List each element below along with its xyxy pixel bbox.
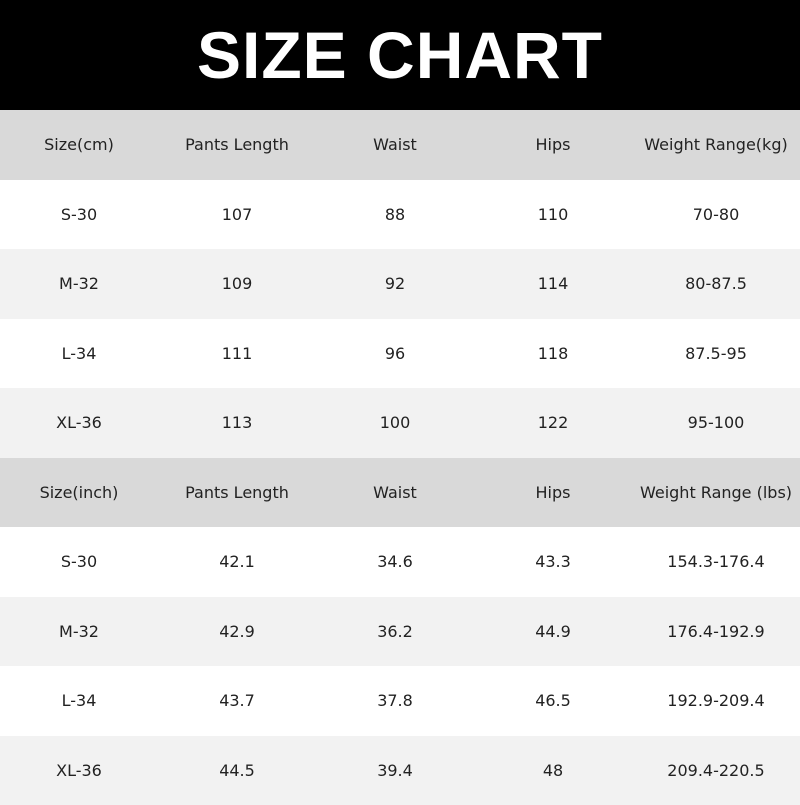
table-cell: S-30	[0, 205, 158, 224]
table-cell: 34.6	[316, 552, 474, 571]
table-cell: 44.5	[158, 761, 316, 780]
table-cell: 118	[474, 344, 632, 363]
table-cell: 42.1	[158, 552, 316, 571]
table-cell: 88	[316, 205, 474, 224]
column-header: Hips	[474, 135, 632, 154]
table-cell: L-34	[0, 691, 158, 710]
table-cell: 100	[316, 413, 474, 432]
table-cell: 37.8	[316, 691, 474, 710]
table-cell: 209.4-220.5	[632, 761, 800, 780]
table-cell: XL-36	[0, 413, 158, 432]
column-header: Size(cm)	[0, 135, 158, 154]
table-cell: 43.3	[474, 552, 632, 571]
table-cell: L-34	[0, 344, 158, 363]
column-header: Hips	[474, 483, 632, 502]
table-cell: 39.4	[316, 761, 474, 780]
table-cell: M-32	[0, 274, 158, 293]
table-cell: M-32	[0, 622, 158, 641]
column-header: Pants Length	[158, 483, 316, 502]
table-cell: 96	[316, 344, 474, 363]
table-cell: 46.5	[474, 691, 632, 710]
column-header: Pants Length	[158, 135, 316, 154]
table-cell: 80-87.5	[632, 274, 800, 293]
table-cell: S-30	[0, 552, 158, 571]
table-cell: XL-36	[0, 761, 158, 780]
table-cell: 111	[158, 344, 316, 363]
page-title: SIZE CHART	[0, 0, 800, 110]
column-header: Waist	[316, 135, 474, 154]
table-cell: 110	[474, 205, 632, 224]
table-cell: 92	[316, 274, 474, 293]
table-cell: 87.5-95	[632, 344, 800, 363]
table-cell: 113	[158, 413, 316, 432]
table-cell: 95-100	[632, 413, 800, 432]
table-cell: 42.9	[158, 622, 316, 641]
table-cell: 176.4-192.9	[632, 622, 800, 641]
table-cell: 122	[474, 413, 632, 432]
table-cell: 44.9	[474, 622, 632, 641]
column-header: Size(inch)	[0, 483, 158, 502]
table-cell: 109	[158, 274, 316, 293]
table-cell: 154.3-176.4	[632, 552, 800, 571]
table-cell: 48	[474, 761, 632, 780]
column-header: Weight Range (lbs)	[632, 483, 800, 502]
column-header: Weight Range(kg)	[632, 135, 800, 154]
table-cell: 107	[158, 205, 316, 224]
table-cell: 114	[474, 274, 632, 293]
column-header: Waist	[316, 483, 474, 502]
table-cell: 36.2	[316, 622, 474, 641]
table-cell: 70-80	[632, 205, 800, 224]
table-cell: 43.7	[158, 691, 316, 710]
table-cell: 192.9-209.4	[632, 691, 800, 710]
